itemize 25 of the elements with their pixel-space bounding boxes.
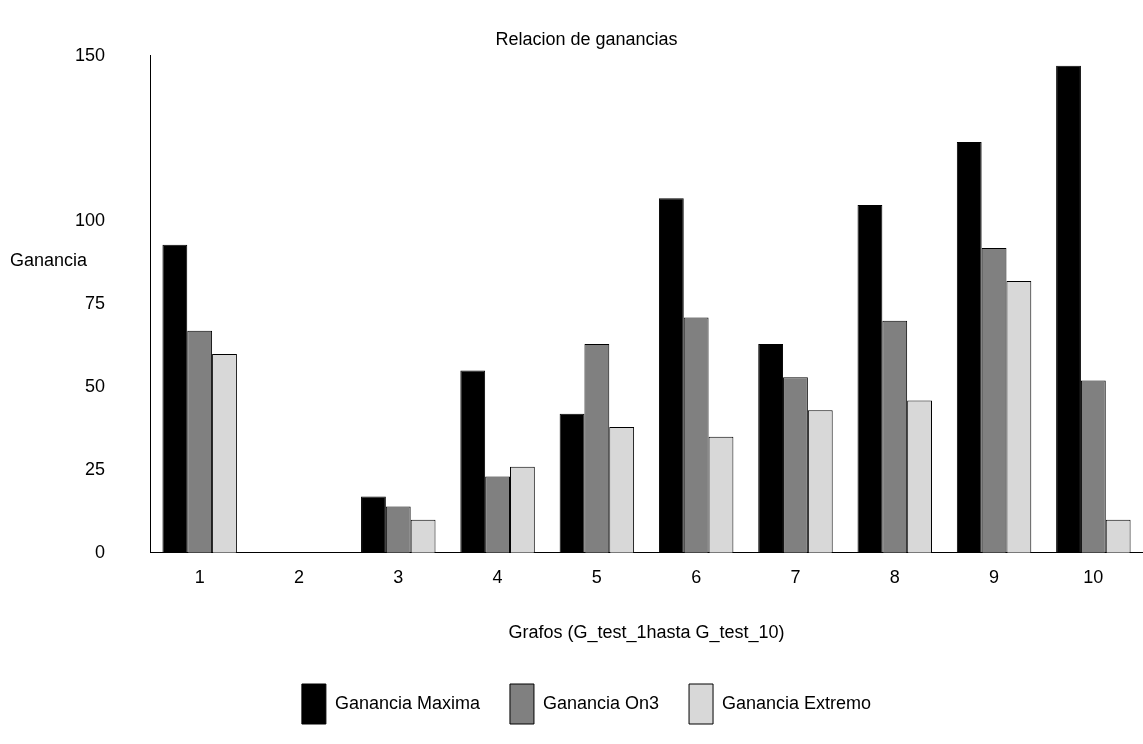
legend-label: Ganancia Extremo [722, 692, 872, 713]
x-tick-label: 7 [790, 566, 801, 587]
y-tick-label: 100 [74, 210, 106, 231]
x-tick-label: 2 [293, 566, 304, 587]
bar [559, 413, 585, 553]
y-tick-label: 50 [85, 376, 106, 397]
y-tick-label: 150 [74, 44, 106, 65]
x-axis-title: Grafos (G_test_1hasta G_test_10) [508, 622, 785, 644]
x-tick-label: 8 [889, 566, 900, 587]
x-tick-label: 4 [492, 566, 503, 587]
y-axis-title: Ganancia [10, 250, 89, 271]
legend-label: Ganancia Maxima [334, 692, 481, 713]
bar [361, 496, 386, 553]
x-tick-label: 10 [1083, 566, 1104, 587]
x-tick-label: 6 [691, 566, 702, 587]
y-tick-label: 25 [85, 458, 106, 479]
x-tick-label: 1 [194, 566, 205, 587]
y-tick-label: 0 [95, 541, 106, 562]
x-tick-label: 5 [591, 566, 602, 587]
x-tick-label: 9 [989, 566, 1000, 587]
y-tick-label: 75 [85, 293, 106, 314]
legend-label: Ganancia On3 [542, 692, 660, 713]
x-tick-label: 3 [393, 566, 404, 587]
chart-title: Relacion de ganancias [495, 28, 678, 49]
bar [758, 344, 784, 553]
